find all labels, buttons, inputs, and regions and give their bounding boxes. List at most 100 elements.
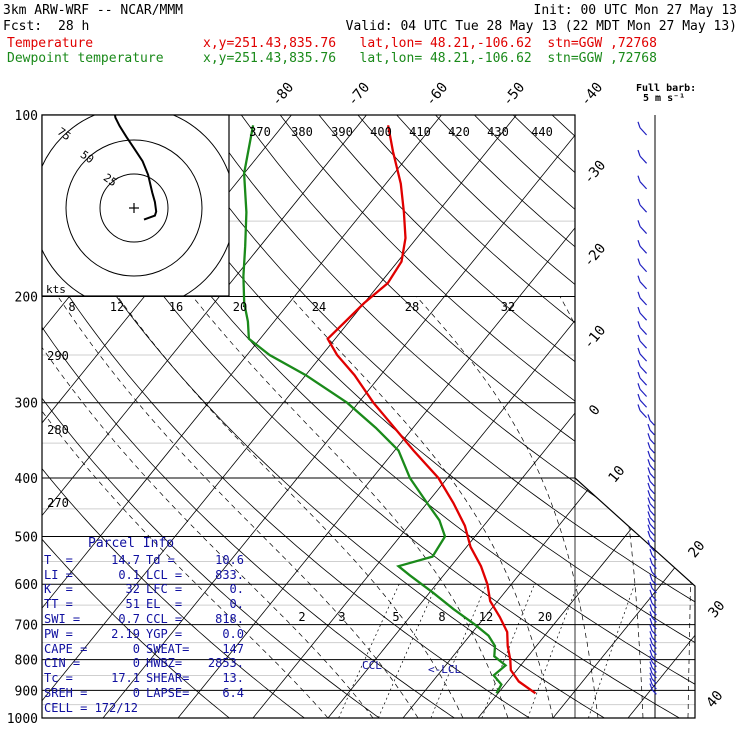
- temperature-line: [326, 125, 537, 695]
- wind-barb: [639, 353, 648, 362]
- wind-barb: [651, 643, 657, 649]
- wind-barb: [647, 423, 651, 431]
- wind-barb: [651, 563, 657, 570]
- wind-barb: [637, 220, 641, 227]
- wind-barb: [637, 306, 641, 314]
- dewpoint-line: [242, 125, 508, 694]
- mixing-ratio-top-label: 16: [169, 300, 183, 314]
- parcel-value-b: 6.4: [222, 685, 244, 700]
- wind-barb: [649, 517, 655, 523]
- wind-barb: [651, 672, 657, 679]
- parcel-info-row: CAPE = 0 SWEAT= 147: [44, 642, 244, 657]
- parcel-info-title: Parcel Info: [88, 536, 175, 551]
- hodograph-ring: [99, 173, 169, 243]
- wind-barb: [649, 618, 653, 625]
- mixing-ratio-line: [430, 584, 487, 718]
- isotherm-label: -20: [581, 241, 610, 271]
- wind-barb: [651, 649, 657, 656]
- parcel-value-b: 10.6: [215, 552, 244, 567]
- isotherm: [552, 115, 695, 718]
- mixing-ratio-top-label: 12: [110, 300, 124, 314]
- wind-barb: [647, 504, 651, 511]
- parcel-value-a: 0: [132, 641, 140, 656]
- parcel-value-b: 833.: [215, 567, 244, 582]
- mixing-ratio-top-label: 28: [405, 300, 419, 314]
- wind-barb: [651, 609, 657, 616]
- wind-barb: [649, 510, 655, 516]
- wind-barb: [637, 121, 641, 128]
- parcel-label-a: SREH =: [44, 685, 88, 700]
- moist-adiabat: [57, 296, 419, 718]
- isotherm-label: -40: [578, 80, 607, 110]
- wind-barb: [649, 624, 653, 632]
- wind-barb: [639, 377, 648, 386]
- parcel-value-b: 13.: [222, 671, 244, 686]
- mixing-ratio-top-label: 24: [312, 300, 326, 314]
- wind-barb: [639, 312, 648, 321]
- wind-barb: [651, 554, 657, 561]
- wind-barb: [649, 557, 653, 564]
- dry-adiabat: [551, 115, 695, 718]
- legend-dewpoint: Dewpoint temperature: [7, 51, 164, 66]
- isotherm-label: -60: [423, 80, 452, 110]
- wind-barb: [651, 595, 657, 601]
- wind-barb: [651, 616, 657, 623]
- isotherm-label: 10: [605, 463, 628, 486]
- forecast-label: Fcst:: [3, 19, 43, 34]
- parcel-label-b: YGP =: [146, 626, 183, 641]
- parcel-value-a: 0: [132, 685, 140, 700]
- moist-adiabat: [679, 296, 692, 718]
- mixing-ratio-label: 2: [298, 610, 305, 624]
- wind-barb: [639, 155, 648, 164]
- wind-barb: [639, 365, 648, 374]
- parcel-info-panel: Parcel Info T = 14.7 Td = 10.6 LI = 0.1 LCL = 8…: [44, 536, 244, 716]
- theta-label: 380: [291, 125, 313, 139]
- mixing-ratio-label: 20: [538, 610, 552, 624]
- wind-barb: [649, 643, 653, 651]
- parcel-info-row: K = 32 LFC = 0.: [44, 582, 244, 597]
- wind-barb: [637, 175, 641, 182]
- wind-barb: [649, 548, 653, 556]
- hodograph-ring: [65, 139, 203, 277]
- dry-adiabat: [163, 115, 695, 718]
- dry-adiabat: [46, 115, 695, 718]
- wind-barb: [649, 456, 655, 463]
- theta-label: 400: [370, 125, 392, 139]
- isotherm-label: -30: [581, 158, 610, 188]
- wind-barb: [639, 410, 648, 419]
- theta-side-label: 280: [47, 423, 69, 437]
- wind-barb: [649, 473, 655, 479]
- pressure-tick-label: 300: [15, 397, 38, 412]
- wind-barb: [639, 388, 648, 397]
- hodograph-units: kts: [46, 283, 66, 296]
- hodograph-ring-label: 75: [55, 125, 73, 143]
- wind-barb: [649, 545, 655, 552]
- wind-barb: [647, 459, 651, 466]
- wind-barb: [651, 636, 657, 643]
- wind-barb: [637, 275, 641, 282]
- wind-barb: [651, 571, 657, 578]
- mixing-ratio-line: [338, 584, 400, 718]
- isotherm-label: -50: [500, 80, 529, 110]
- wind-barbs: [637, 121, 657, 695]
- wind-barb: [651, 579, 657, 586]
- dry-adiabat: [708, 115, 740, 731]
- parcel-value-b: 0.: [229, 597, 244, 612]
- location-info-dewpoint: x,y=251.43,835.76 lat,lon= 48.21,-106.62…: [203, 51, 657, 66]
- wind-barb: [639, 399, 648, 408]
- wind-barb: [649, 447, 655, 454]
- parcel-value-b: 0.: [229, 582, 244, 597]
- parcel-value-a: 14.7: [111, 552, 140, 567]
- pressure-tick-label: 1000: [7, 712, 38, 727]
- parcel-label-b: LFC =: [146, 582, 183, 597]
- isotherm-label: 20: [685, 538, 708, 561]
- hodograph-ring-label: 50: [78, 148, 96, 166]
- parcel-value-a: 17.1: [111, 671, 140, 686]
- wind-barb: [651, 623, 657, 630]
- parcel-info-row: PW = 2.19 YGP = 0.0: [44, 627, 244, 642]
- isotherm: [42, 115, 442, 718]
- wind-barb: [637, 347, 641, 355]
- parcel-info-row: CELL = 172/12: [44, 701, 244, 716]
- parcel-info-row: SREH = 0 LAPSE= 6.4: [44, 686, 244, 701]
